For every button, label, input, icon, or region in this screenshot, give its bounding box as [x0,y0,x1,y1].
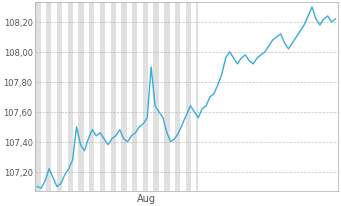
Bar [35,4,41,191]
Bar [186,4,191,191]
Bar [196,4,198,191]
Bar [78,4,84,191]
Bar [153,4,159,191]
Bar [175,4,180,191]
Bar [68,4,73,191]
Bar [164,4,169,191]
Bar [121,4,127,191]
Bar [57,4,62,191]
Bar [143,4,148,191]
Bar [132,4,137,191]
Bar [110,4,116,191]
Bar [100,4,105,191]
Bar [46,4,51,191]
Bar [89,4,94,191]
